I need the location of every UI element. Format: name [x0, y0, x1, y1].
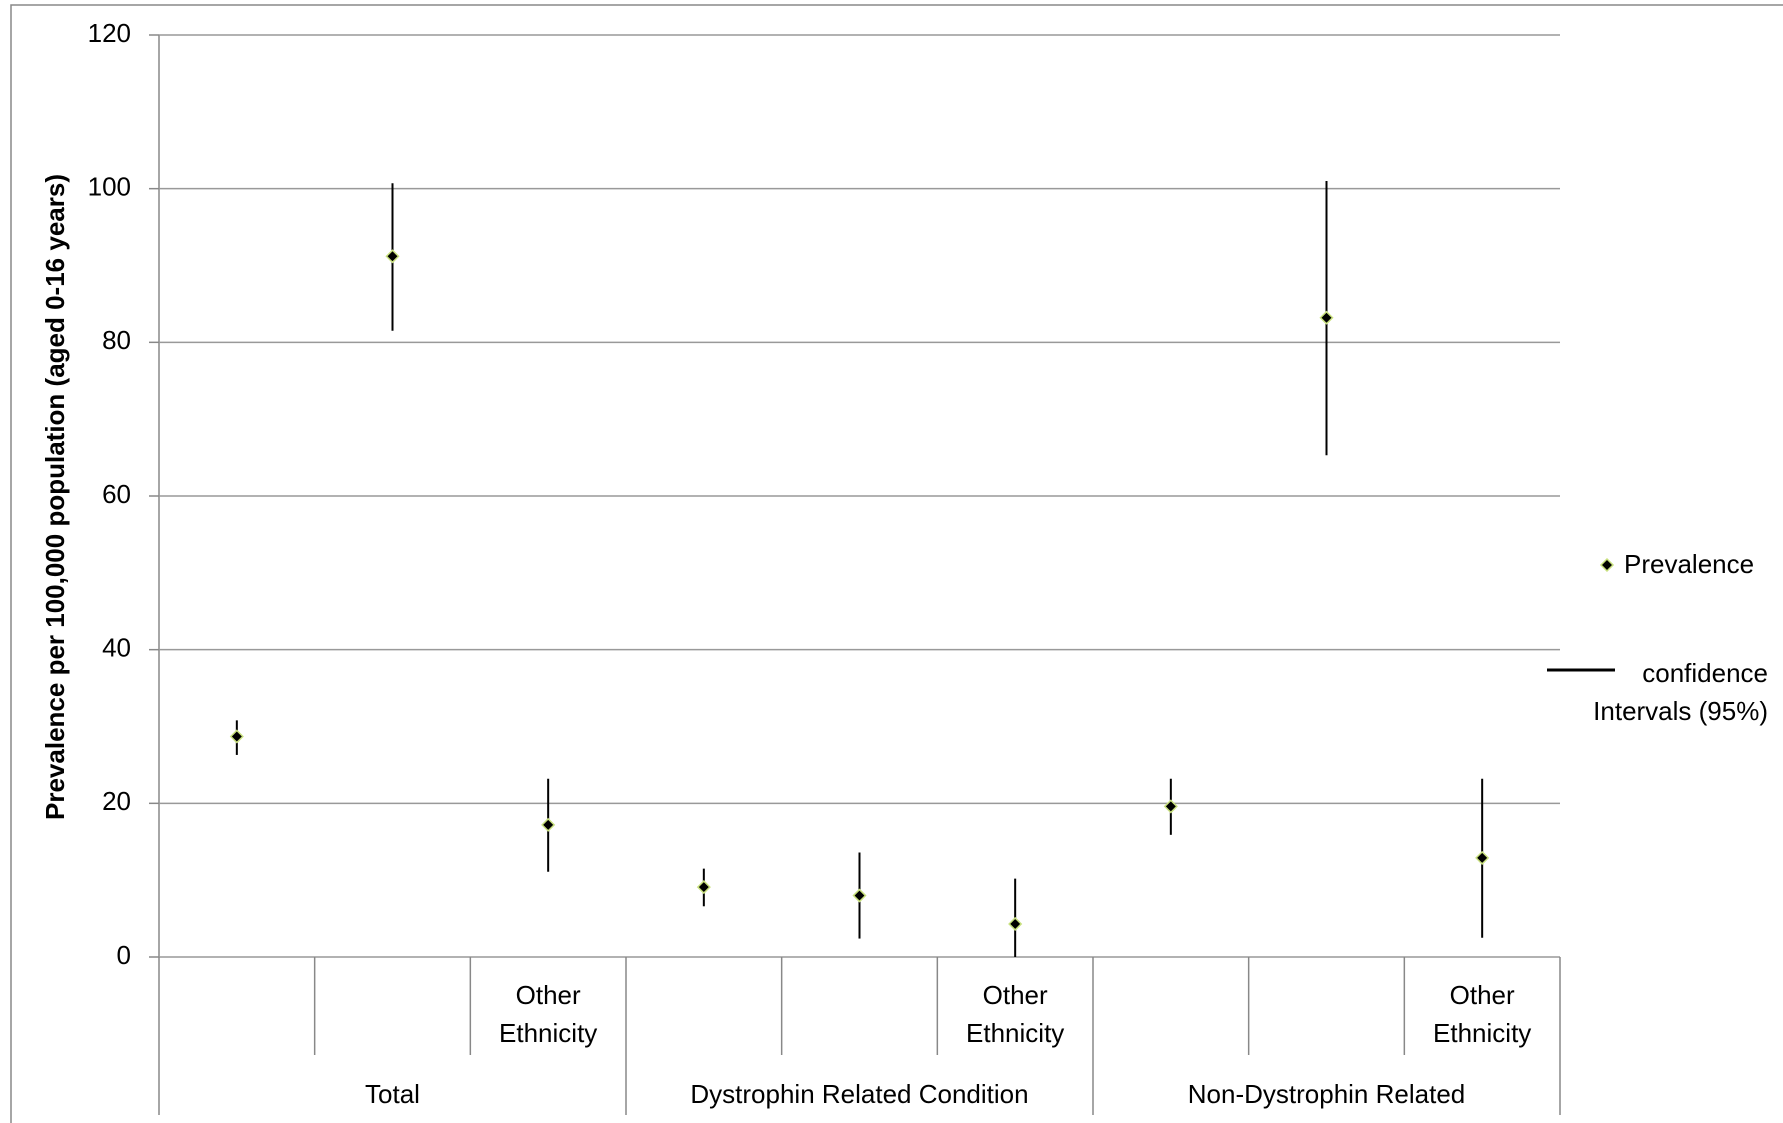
point	[1008, 916, 1023, 932]
legend-label: confidence Intervals (95%)	[1593, 658, 1768, 726]
legend-label: Prevalence	[1624, 549, 1754, 579]
y-tick-label: 60	[102, 479, 131, 509]
x-tick-label: Other Ethnicity	[966, 980, 1064, 1048]
frame	[10, 4, 1783, 1123]
legend-marker	[1599, 557, 1615, 573]
point	[696, 880, 711, 895]
point	[229, 729, 244, 744]
y-tick-label: 20	[102, 786, 131, 816]
y-tick-label: 40	[102, 633, 131, 663]
point	[852, 888, 867, 903]
y-tick-label: 120	[88, 18, 131, 48]
y-tick-label: 100	[88, 172, 131, 202]
point	[1475, 850, 1490, 865]
x-tick-label: Other Ethnicity	[1433, 980, 1531, 1048]
x-tick-label: Other Ethnicity	[499, 980, 597, 1048]
point	[385, 249, 400, 264]
y-tick-label: 80	[102, 325, 131, 355]
y-axis-label: Prevalence per 100,000 population (aged …	[40, 174, 70, 820]
group-label: Non-Dystrophin Related	[1188, 1079, 1465, 1109]
point	[541, 817, 556, 832]
group-label: Dystrophin Related Condition	[690, 1079, 1028, 1109]
point	[1319, 310, 1334, 325]
y-tick-label: 0	[117, 940, 131, 970]
group-label: Total	[365, 1079, 420, 1109]
point	[1163, 799, 1178, 814]
